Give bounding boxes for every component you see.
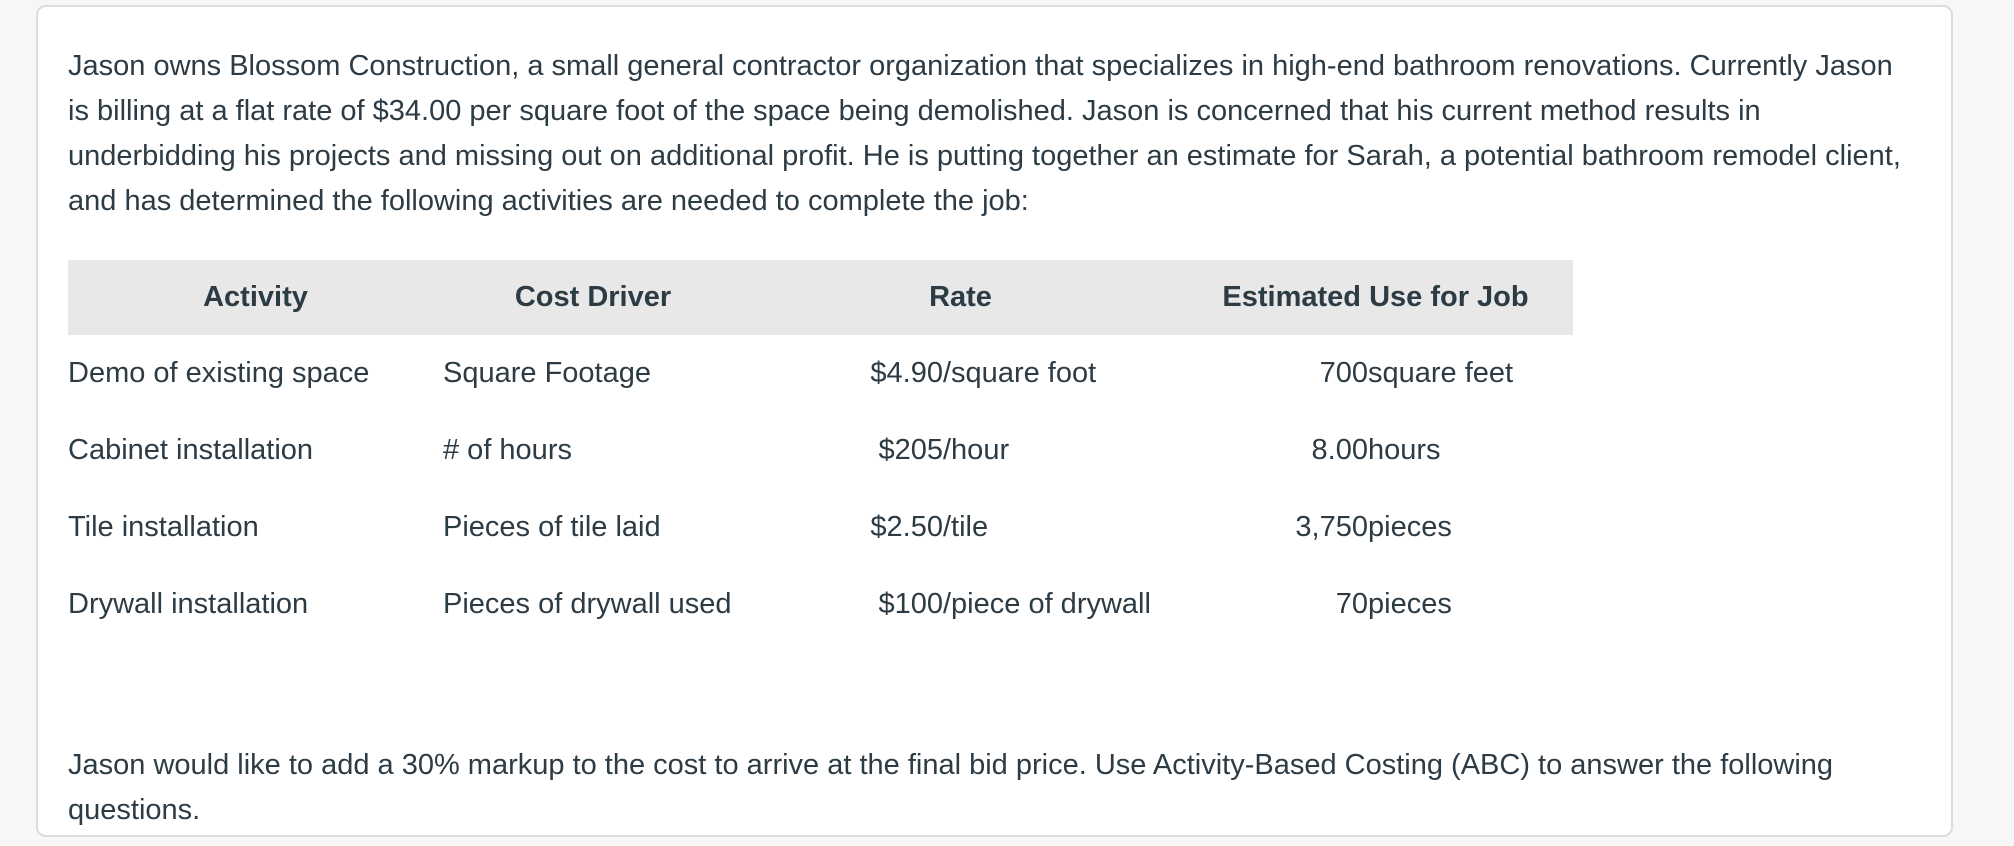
table-row: Drywall installation Pieces of drywall u… — [68, 566, 1573, 643]
header-activity: Activity — [68, 260, 443, 335]
estimated-qty-cell: 8.00 — [1311, 434, 1368, 466]
estimated-unit-cell: square feet — [1368, 357, 1514, 389]
table-row: Cabinet installation # of hours $205 /ho… — [68, 412, 1573, 489]
rate-value-cell: $100 — [878, 588, 943, 620]
table-row: Tile installation Pieces of tile laid $2… — [68, 489, 1573, 566]
rate-unit-cell: /hour — [943, 434, 1010, 466]
estimated-qty-cell: 700 — [1319, 357, 1368, 389]
rate-unit-cell: /piece of drywall — [943, 588, 1151, 620]
activities-table: Activity Cost Driver Rate Estimated Use … — [68, 260, 1573, 643]
estimated-unit-cell: pieces — [1368, 588, 1452, 620]
outro-paragraph: Jason would like to add a 30% markup to … — [68, 749, 1834, 826]
intro-paragraph: Jason owns Blossom Construction, a small… — [68, 50, 1901, 217]
table-body: Demo of existing space Square Footage $4… — [68, 335, 1573, 643]
activity-cell: Demo of existing space — [68, 357, 370, 389]
rate-value-cell: $2.50 — [870, 511, 943, 543]
table-header: Activity Cost Driver Rate Estimated Use … — [68, 260, 1573, 335]
rate-value-cell: $205 — [878, 434, 943, 466]
estimated-qty-cell: 3,750 — [1295, 511, 1368, 543]
estimated-unit-cell: hours — [1368, 434, 1441, 466]
table-header-row: Activity Cost Driver Rate Estimated Use … — [68, 260, 1573, 335]
rate-unit-cell: /tile — [943, 511, 989, 543]
header-estimated-use: Estimated Use for Job — [1178, 260, 1573, 335]
header-rate: Rate — [743, 260, 1178, 335]
cost-driver-cell: # of hours — [443, 434, 572, 466]
cost-driver-cell: Square Footage — [443, 357, 651, 389]
cost-driver-cell: Pieces of drywall used — [443, 588, 732, 620]
question-card: Jason owns Blossom Construction, a small… — [36, 5, 1953, 837]
estimated-qty-cell: 70 — [1335, 588, 1368, 620]
activity-cell: Cabinet installation — [68, 434, 314, 466]
estimated-unit-cell: pieces — [1368, 511, 1452, 543]
cost-driver-cell: Pieces of tile laid — [443, 511, 661, 543]
activity-cell: Tile installation — [68, 511, 259, 543]
table-row: Demo of existing space Square Footage $4… — [68, 335, 1573, 412]
header-cost-driver: Cost Driver — [443, 260, 743, 335]
activity-cell: Drywall installation — [68, 588, 309, 620]
rate-value-cell: $4.90 — [870, 357, 943, 389]
rate-unit-cell: /square foot — [943, 357, 1097, 389]
